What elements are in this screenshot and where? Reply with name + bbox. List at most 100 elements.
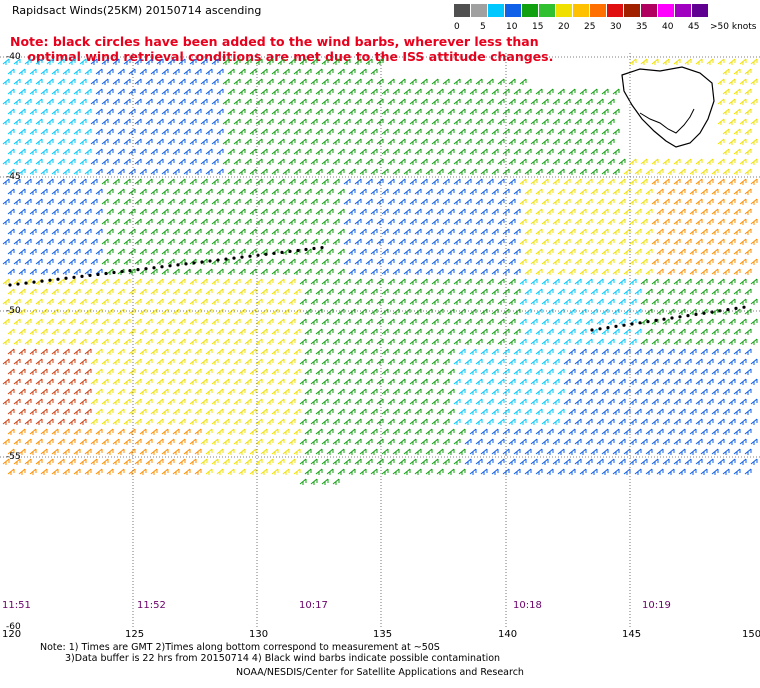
wind-barb: [425, 88, 433, 95]
wind-barb: [68, 78, 76, 85]
wind-barb: [431, 398, 439, 405]
wind-barb: [365, 238, 373, 245]
wind-barb: [337, 248, 345, 255]
wind-barb: [24, 318, 32, 325]
wind-barb: [728, 238, 736, 245]
wind-barb: [194, 208, 202, 215]
wind-barb: [497, 198, 505, 205]
wind-barb: [315, 128, 323, 135]
wind-barb: [381, 328, 389, 335]
wind-barb: [227, 308, 235, 315]
wind-barb: [541, 98, 549, 105]
wind-barb: [227, 468, 235, 475]
wind-barb: [205, 108, 213, 115]
wind-barb: [458, 468, 466, 475]
wind-barb: [656, 248, 664, 255]
wind-barb: [387, 298, 395, 305]
wind-barb: [662, 438, 670, 445]
wind-barb: [447, 208, 455, 215]
wind-barb: [95, 328, 103, 335]
wind-barb: [409, 238, 417, 245]
wind-barb: [68, 378, 76, 385]
wind-barb: [579, 268, 587, 275]
wind-barb: [255, 418, 263, 425]
wind-barb: [101, 238, 109, 245]
wind-barb: [365, 118, 373, 125]
wind-barb: [29, 288, 37, 295]
wind-barb: [607, 378, 615, 385]
wind-barb: [244, 78, 252, 85]
wind-barb: [623, 468, 631, 475]
wind-barb: [398, 318, 406, 325]
wind-barb: [205, 288, 213, 295]
wind-barb: [475, 438, 483, 445]
wind-barb: [101, 338, 109, 345]
wind-barb: [123, 238, 131, 245]
wind-barb: [2, 198, 10, 205]
wind-barb: [563, 398, 571, 405]
wind-barb: [293, 468, 301, 475]
wind-barb: [189, 378, 197, 385]
wind-barb: [354, 198, 362, 205]
wind-barb: [238, 148, 246, 155]
wind-barb: [612, 308, 620, 315]
wind-barb: [508, 158, 516, 165]
wind-barb: [172, 288, 180, 295]
wind-barb: [73, 168, 81, 175]
wind-barb: [51, 288, 59, 295]
wind-barb: [717, 58, 725, 65]
wind-barb: [420, 158, 428, 165]
wind-barb: [222, 118, 230, 125]
wind-barb: [288, 458, 296, 465]
wind-barb: [13, 58, 21, 65]
wind-barb: [673, 318, 681, 325]
wind-barb: [57, 238, 65, 245]
wind-barb: [563, 258, 571, 265]
wind-barb: [62, 448, 70, 455]
wind-barb: [370, 148, 378, 155]
wind-barb: [260, 128, 268, 135]
wind-barb: [282, 348, 290, 355]
wind-barb: [315, 468, 323, 475]
wind-barb: [123, 58, 131, 65]
wind-barb: [392, 88, 400, 95]
wind-barb: [409, 298, 417, 305]
wind-barb: [579, 288, 587, 295]
wind-barb: [145, 58, 153, 65]
wind-barb: [46, 258, 54, 265]
wind-barb: [79, 458, 87, 465]
wind-barb: [420, 98, 428, 105]
wind-barb: [266, 298, 274, 305]
latitude-label: -40: [6, 52, 21, 62]
contamination-dot: [48, 278, 52, 282]
wind-barb: [172, 388, 180, 395]
wind-barb: [205, 88, 213, 95]
wind-barb: [249, 328, 257, 335]
wind-barb: [645, 448, 653, 455]
wind-barb: [722, 328, 730, 335]
wind-barb: [46, 178, 54, 185]
wind-barb: [469, 248, 477, 255]
wind-barb: [200, 278, 208, 285]
wind-barb: [447, 128, 455, 135]
wind-barb: [172, 448, 180, 455]
wind-barb: [354, 398, 362, 405]
wind-barb: [656, 428, 664, 435]
wind-barb: [293, 148, 301, 155]
wind-barb: [139, 368, 147, 375]
wind-barb: [689, 448, 697, 455]
wind-barb: [79, 58, 87, 65]
wind-barb: [513, 308, 521, 315]
wind-barb: [343, 378, 351, 385]
wind-barb: [420, 378, 428, 385]
wind-barb: [381, 288, 389, 295]
wind-barb: [348, 188, 356, 195]
wind-barb: [403, 328, 411, 335]
wind-barb: [29, 68, 37, 75]
wind-barb: [612, 108, 620, 115]
wind-barb: [695, 198, 703, 205]
wind-barb: [425, 128, 433, 135]
wind-barb: [106, 68, 114, 75]
wind-barb: [612, 128, 620, 135]
wind-barb: [711, 408, 719, 415]
